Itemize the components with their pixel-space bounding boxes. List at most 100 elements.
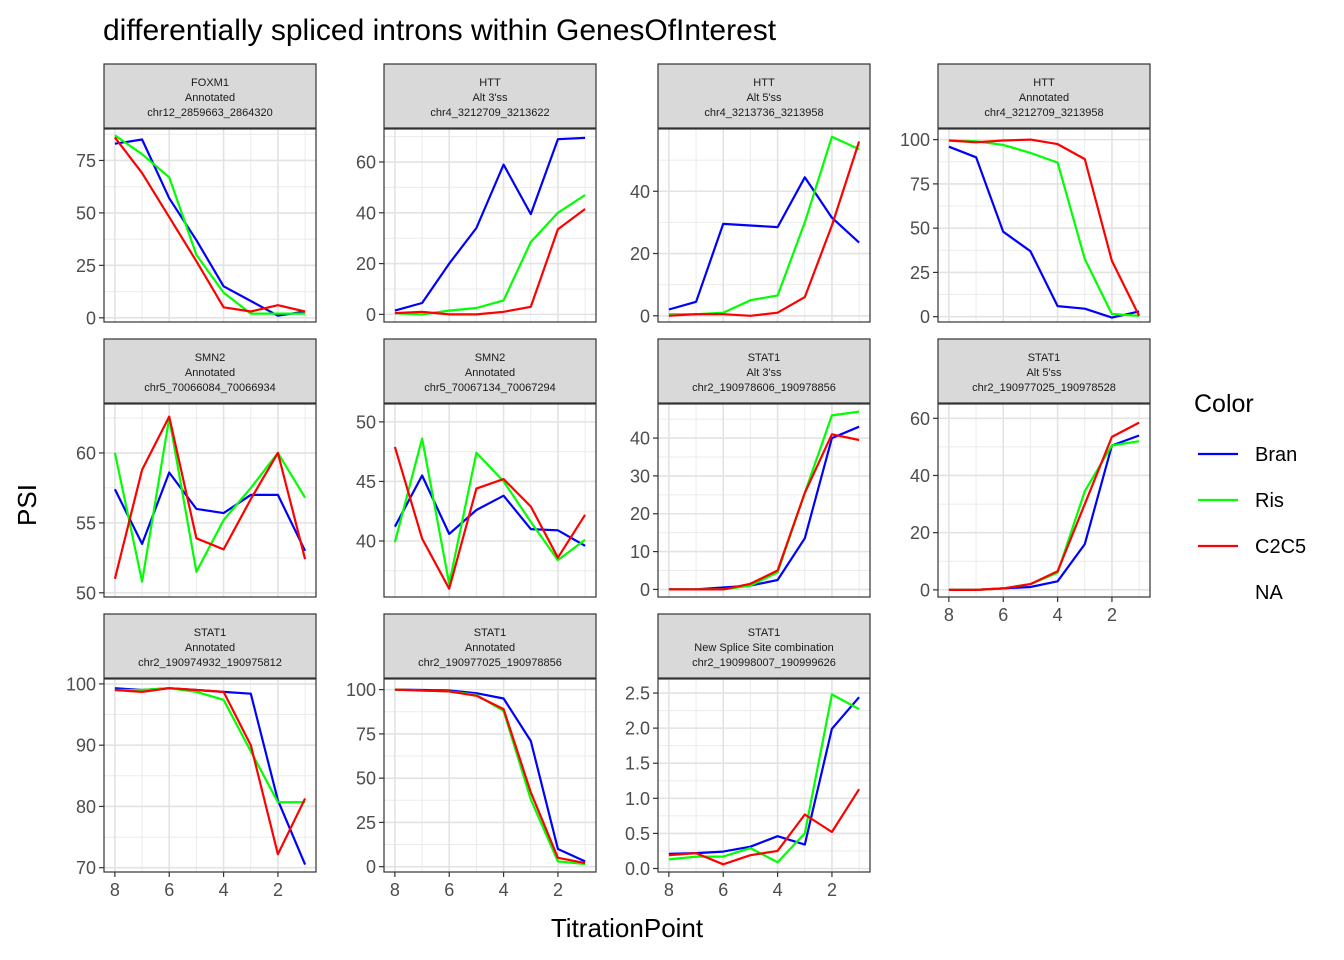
y-tick-label: 60 — [910, 409, 930, 429]
facet-panel: STAT1 Alt 3'ss chr2_190978606_190978856 0 10… — [630, 338, 871, 600]
y-tick-label: 80 — [76, 797, 96, 817]
y-tick-label: 0 — [920, 580, 930, 600]
y-tick-label: 0.0 — [625, 859, 650, 879]
series-line-c2c5 — [394, 208, 586, 316]
series-line-bran — [668, 176, 860, 311]
series-line-ris — [393, 437, 586, 586]
panel-border — [383, 678, 597, 873]
y-tick-label: 0 — [366, 305, 376, 325]
panel-border — [383, 128, 597, 323]
panel-background — [658, 679, 870, 872]
panel-background — [384, 404, 596, 597]
series-lines — [114, 687, 307, 866]
panel-background — [938, 129, 1150, 322]
series-line-c2c5 — [668, 433, 860, 591]
series-lines — [948, 138, 1141, 319]
panel-border — [103, 128, 317, 323]
gridlines — [104, 404, 316, 597]
y-tick-label: 50 — [356, 769, 376, 789]
facet-panel: FOXM1 Annotated chr12_2859663_2864320 0 25 50… — [76, 63, 317, 328]
facet-strip-label: chr4_3212709_3213622 — [430, 107, 549, 119]
panel-border — [657, 403, 871, 598]
y-tick-label: 75 — [910, 174, 930, 194]
x-tick-label: 6 — [718, 880, 728, 900]
panel-background — [384, 129, 596, 322]
series-line-c2c5 — [668, 788, 861, 866]
x-tick-label: 4 — [499, 880, 509, 900]
y-tick-label: 50 — [76, 203, 96, 223]
panel-border — [103, 403, 317, 598]
facet-strip-label: Annotated — [1019, 92, 1069, 104]
legend-title: Color — [1194, 390, 1254, 418]
y-tick-label: 2.0 — [625, 719, 650, 739]
x-tick-label: 6 — [998, 605, 1008, 625]
facet-strip-label: chr4_3213736_3213958 — [704, 107, 823, 119]
y-tick-label: 40 — [356, 203, 376, 223]
y-tick-label: 20 — [630, 244, 650, 264]
y-tick-label: 60 — [356, 153, 376, 173]
y-tick-label: 40 — [630, 182, 650, 202]
legend: Color Bran Ris C2C5 NA — [1194, 390, 1306, 604]
y-tick-label: 1.5 — [625, 754, 650, 774]
y-tick-label: 25 — [910, 263, 930, 283]
y-tick-label: 20 — [356, 254, 376, 274]
series-line-bran — [948, 145, 1140, 319]
facet-strip-label: Alt 3'ss — [746, 367, 782, 379]
facet-strip-label: chr2_190974932_190975812 — [138, 657, 282, 669]
facet-panel: STAT1 New Splice Site combination chr2_190… — [625, 613, 871, 900]
x-tick-label: 8 — [944, 605, 954, 625]
facet-strip-label: chr2_190977025_190978528 — [972, 382, 1116, 394]
y-tick-label: 50 — [356, 412, 376, 432]
series-line-c2c5 — [113, 415, 307, 580]
legend-label: NA — [1255, 582, 1283, 604]
facet-strip — [103, 63, 317, 129]
y-tick-label: 100 — [66, 674, 96, 694]
y-tick-label: 0 — [640, 306, 650, 326]
panel-background — [104, 404, 316, 597]
facet-panel: HTT Annotated chr4_3212709_3213958 0 25 50 75 1… — [900, 63, 1151, 327]
facet-strip-label: FOXM1 — [191, 77, 229, 89]
facet-strip — [383, 63, 597, 129]
facet-strip — [937, 338, 1151, 404]
series-lines — [113, 415, 307, 583]
facet-panel: HTT Alt 5'ss chr4_3213736_3213958 0 20 40 — [630, 63, 871, 326]
facet-strip-label: Annotated — [185, 642, 235, 654]
y-tick-label: 40 — [630, 429, 650, 449]
series-lines — [114, 134, 306, 317]
panel-border — [383, 403, 597, 598]
y-tick-label: 20 — [910, 523, 930, 543]
gridlines — [104, 129, 316, 322]
facet-panel: STAT1 Annotated chr2_190977025_190978856 0 2… — [346, 613, 597, 900]
series-line-c2c5 — [668, 141, 861, 317]
series-lines — [394, 688, 586, 866]
facet-strip-label: Annotated — [465, 642, 515, 654]
y-tick-label: 75 — [356, 724, 376, 744]
facet-strip — [657, 63, 871, 129]
y-tick-label: 20 — [630, 504, 650, 524]
series-line-bran — [394, 136, 586, 312]
facet-strip-label: HTT — [753, 77, 775, 89]
facet-strip-label: chr5_70066084_70066934 — [144, 382, 276, 394]
x-tick-label: 4 — [773, 880, 783, 900]
series-lines — [668, 693, 861, 866]
y-tick-label: 1.0 — [625, 789, 650, 809]
facet-strip — [937, 63, 1151, 129]
series-line-bran — [393, 474, 586, 547]
x-tick-label: 2 — [553, 880, 563, 900]
y-tick-label: 30 — [630, 466, 650, 486]
facet-strip-label: chr5_70067134_70067294 — [424, 382, 556, 394]
facet-strip-label: Alt 5'ss — [1026, 367, 1062, 379]
y-tick-label: 100 — [900, 130, 930, 150]
y-tick-label: 0.5 — [625, 824, 650, 844]
facet-strip — [383, 613, 597, 679]
series-line-bran — [113, 471, 307, 552]
x-tick-label: 4 — [1053, 605, 1063, 625]
y-tick-label: 0 — [920, 307, 930, 327]
series-lines — [394, 136, 586, 316]
x-tick-label: 2 — [827, 880, 837, 900]
y-tick-label: 60 — [76, 443, 96, 463]
y-tick-label: 25 — [76, 256, 96, 276]
gridlines — [384, 679, 596, 872]
y-tick-label: 40 — [910, 466, 930, 486]
